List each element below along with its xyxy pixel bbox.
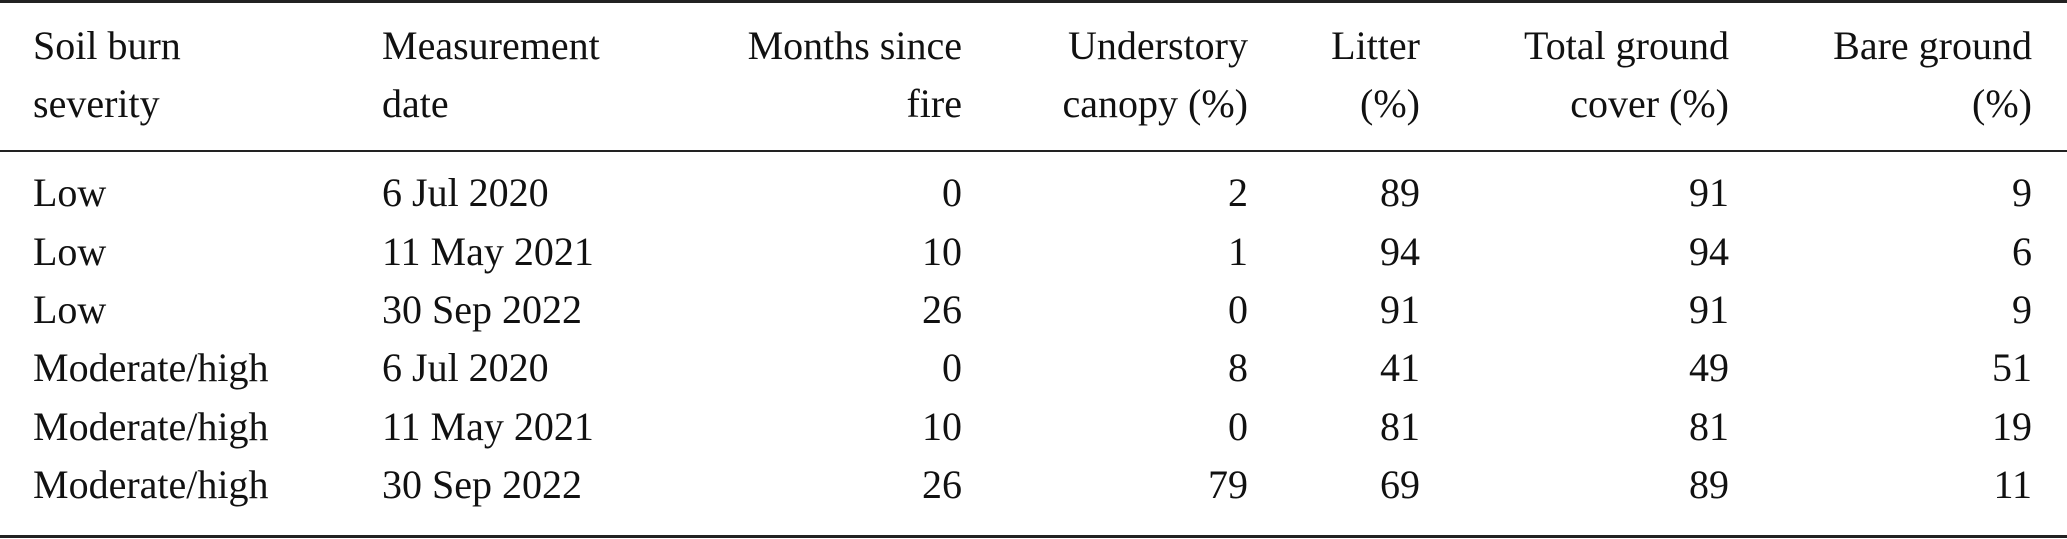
cell-soil-burn-severity: Moderate/high xyxy=(33,345,269,391)
cell-measurement-date: 6 Jul 2020 xyxy=(382,170,549,216)
cell-bare-ground: 51 xyxy=(1992,345,2032,391)
cell-measurement-date: 6 Jul 2020 xyxy=(382,345,549,391)
cell-understory-canopy: 1 xyxy=(1228,228,1248,274)
header-soil-burn-severity: Soil burn severity xyxy=(33,23,181,126)
cell-soil-burn-severity: Low xyxy=(33,228,107,274)
cell-bare-ground: 9 xyxy=(2012,286,2032,332)
cell-soil-burn-severity: Moderate/high xyxy=(33,462,269,508)
table-row: Low 30 Sep 2022 26 0 91 91 9 xyxy=(0,281,2067,339)
cell-months-since-fire: 26 xyxy=(922,462,962,508)
cell-soil-burn-severity: Low xyxy=(33,170,107,216)
cell-total-ground-cover: 81 xyxy=(1689,403,1729,449)
top-rule xyxy=(0,0,2067,3)
cell-measurement-date: 11 May 2021 xyxy=(382,228,594,274)
header-bare-ground: Bare ground (%) xyxy=(1833,23,2032,126)
cell-understory-canopy: 2 xyxy=(1228,170,1248,216)
cell-measurement-date: 30 Sep 2022 xyxy=(382,462,582,508)
cell-understory-canopy: 0 xyxy=(1228,286,1248,332)
header-total-ground-cover: Total ground cover (%) xyxy=(1524,23,1729,126)
cell-months-since-fire: 10 xyxy=(922,403,962,449)
header-row: Soil burn severity Measurement date Months… xyxy=(0,0,2067,150)
table-row: Moderate/high 6 Jul 2020 0 8 41 49 51 xyxy=(0,339,2067,397)
cell-total-ground-cover: 91 xyxy=(1689,286,1729,332)
cell-litter: 94 xyxy=(1380,228,1420,274)
cell-months-since-fire: 26 xyxy=(922,286,962,332)
cell-measurement-date: 30 Sep 2022 xyxy=(382,286,582,332)
cell-months-since-fire: 10 xyxy=(922,228,962,274)
cell-total-ground-cover: 49 xyxy=(1689,345,1729,391)
header-rule xyxy=(0,150,2067,152)
table-row: Moderate/high 30 Sep 2022 26 79 69 89 11 xyxy=(0,456,2067,514)
cell-total-ground-cover: 91 xyxy=(1689,170,1729,216)
cell-soil-burn-severity: Low xyxy=(33,286,107,332)
bottom-rule xyxy=(0,535,2067,538)
table-row: Moderate/high 11 May 2021 10 0 81 81 19 xyxy=(0,398,2067,456)
cell-understory-canopy: 79 xyxy=(1208,462,1248,508)
cell-measurement-date: 11 May 2021 xyxy=(382,403,594,449)
cell-total-ground-cover: 94 xyxy=(1689,228,1729,274)
cell-litter: 41 xyxy=(1380,345,1420,391)
cell-understory-canopy: 0 xyxy=(1228,403,1248,449)
cell-litter: 91 xyxy=(1380,286,1420,332)
header-months-since-fire: Months since fire xyxy=(747,23,962,126)
header-litter: Litter (%) xyxy=(1331,23,1420,126)
cell-understory-canopy: 8 xyxy=(1228,345,1248,391)
table-row: Low 6 Jul 2020 0 2 89 91 9 xyxy=(0,150,2067,222)
header-understory-canopy: Understory canopy (%) xyxy=(1062,23,1248,126)
header-measurement-date: Measurement date xyxy=(382,23,600,126)
cell-litter: 81 xyxy=(1380,403,1420,449)
table-row: Low 11 May 2021 10 1 94 94 6 xyxy=(0,222,2067,280)
cell-bare-ground: 19 xyxy=(1992,403,2032,449)
cell-bare-ground: 11 xyxy=(1993,462,2032,508)
cell-total-ground-cover: 89 xyxy=(1689,462,1729,508)
cell-soil-burn-severity: Moderate/high xyxy=(33,403,269,449)
data-table: Soil burn severity Measurement date Months… xyxy=(0,0,2067,514)
cell-bare-ground: 6 xyxy=(2012,228,2032,274)
cell-months-since-fire: 0 xyxy=(942,170,962,216)
cell-bare-ground: 9 xyxy=(2012,170,2032,216)
cell-litter: 69 xyxy=(1380,462,1420,508)
cell-months-since-fire: 0 xyxy=(942,345,962,391)
cell-litter: 89 xyxy=(1380,170,1420,216)
